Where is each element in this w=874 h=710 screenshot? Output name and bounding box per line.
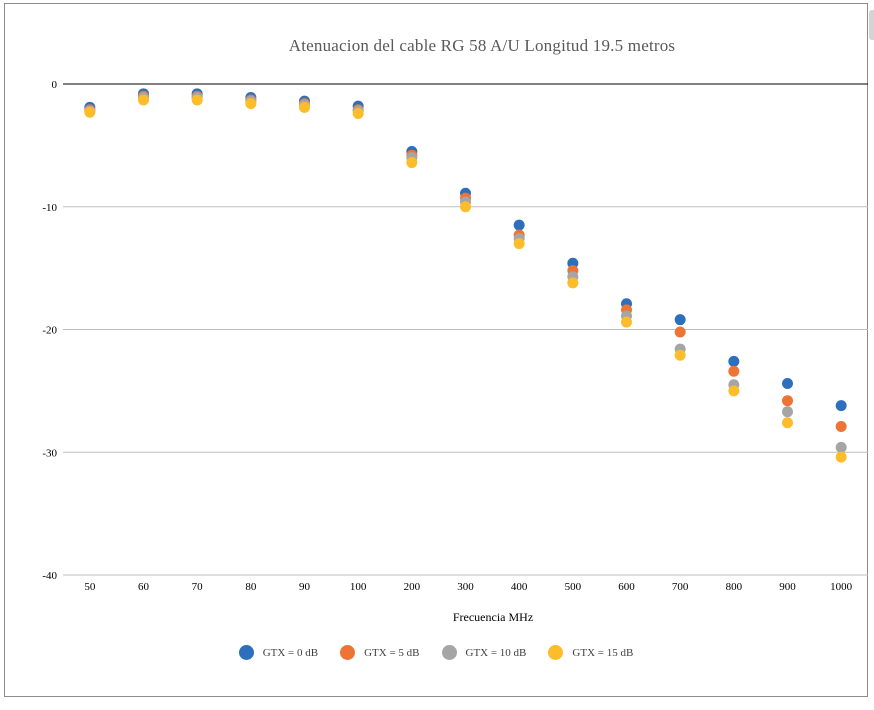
data-point[interactable]: [406, 157, 418, 169]
y-axis-tick-labels: 0 -10 -20 -30 -40: [42, 79, 57, 582]
data-point[interactable]: [674, 326, 686, 338]
data-point[interactable]: [728, 355, 740, 367]
x-tick-label: 70: [192, 581, 204, 593]
data-point[interactable]: [835, 451, 847, 463]
data-point[interactable]: [460, 201, 471, 213]
data-point[interactable]: [782, 378, 793, 390]
data-point[interactable]: [567, 277, 579, 289]
series-0: [84, 88, 847, 412]
data-point[interactable]: [782, 395, 793, 407]
chart-title: Atenuacion del cable RG 58 A/U Longitud …: [288, 36, 676, 55]
x-tick-label: 900: [779, 581, 796, 593]
data-point[interactable]: [835, 441, 847, 453]
x-axis-tick-labels: 50 60 70 80 90 100 200 300 400 500 600 700 800 900 100…: [84, 581, 852, 593]
data-point[interactable]: [191, 94, 203, 106]
data-point[interactable]: [245, 98, 257, 110]
data-point[interactable]: [674, 314, 686, 326]
data-point[interactable]: [782, 417, 793, 429]
y-tick-label: -40: [42, 570, 57, 582]
legend-label: GTX = 10 dB: [465, 646, 527, 659]
legend-label: GTX = 5 dB: [364, 646, 420, 659]
x-tick-label: 100: [350, 581, 367, 593]
data-point[interactable]: [835, 400, 847, 412]
legend-label: GTX = 0 dB: [262, 646, 319, 659]
x-tick-label: 600: [618, 581, 635, 593]
legend-marker-icon: [238, 645, 254, 660]
x-tick-label: 90: [299, 581, 311, 593]
data-point[interactable]: [728, 385, 740, 397]
x-tick-label: 500: [565, 581, 582, 593]
legend-item[interactable]: GTX = 15 dB: [548, 645, 633, 660]
x-tick-label: 80: [245, 581, 257, 593]
y-tick-label: -20: [42, 325, 57, 337]
legend-marker-icon: [548, 645, 564, 660]
legend-marker-icon: [340, 645, 356, 660]
data-point[interactable]: [138, 94, 149, 106]
chart-area[interactable]: [4, 3, 868, 697]
x-axis-title: Frecuencia MHz: [453, 610, 533, 624]
x-tick-label: 700: [672, 581, 689, 593]
data-point[interactable]: [728, 365, 740, 377]
data-point[interactable]: [782, 406, 793, 418]
legend-marker-icon: [441, 645, 457, 660]
y-tick-label: 0: [52, 79, 58, 91]
series-3: [84, 94, 847, 463]
data-point[interactable]: [513, 238, 525, 250]
x-tick-label: 200: [404, 581, 421, 593]
x-tick-label: 300: [457, 581, 474, 593]
data-point[interactable]: [513, 219, 525, 231]
legend-item[interactable]: GTX = 5 dB: [340, 645, 420, 660]
x-tick-label: 800: [726, 581, 743, 593]
data-point[interactable]: [299, 101, 310, 113]
legend-item[interactable]: GTX = 10 dB: [441, 645, 527, 660]
data-point[interactable]: [352, 107, 364, 119]
x-tick-label: 60: [138, 581, 150, 593]
data-point[interactable]: [674, 349, 686, 361]
legend-label: GTX = 15 dB: [572, 646, 634, 659]
data-point[interactable]: [84, 106, 96, 118]
gridlines: [63, 83, 868, 576]
legend: GTX = 0 dB GTX = 5 dB GTX = 10 dB GTX = 15 …: [0, 645, 874, 660]
legend-item[interactable]: GTX = 0 dB: [238, 645, 319, 660]
data-point[interactable]: [621, 316, 632, 328]
scrollbar-handle[interactable]: [869, 10, 874, 40]
x-tick-label: 400: [511, 581, 528, 593]
series-2: [84, 92, 847, 453]
y-tick-label: -30: [42, 447, 57, 459]
x-tick-label: 1000: [830, 581, 853, 593]
data-point[interactable]: [835, 420, 847, 432]
y-tick-label: -10: [42, 202, 57, 214]
x-tick-label: 50: [84, 581, 96, 593]
data-points: [84, 88, 847, 463]
